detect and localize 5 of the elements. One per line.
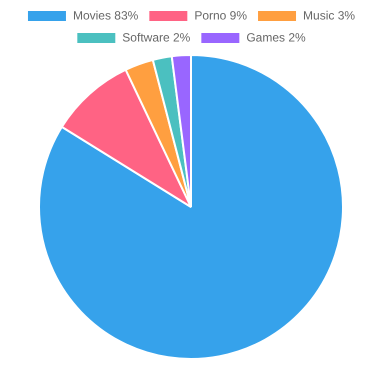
legend-label: Music 3% xyxy=(303,8,356,22)
legend-label: Software 2% xyxy=(122,30,191,44)
legend-label: Porno 9% xyxy=(194,8,248,22)
legend-label: Movies 83% xyxy=(72,8,139,22)
legend-label: Games 2% xyxy=(246,30,306,44)
